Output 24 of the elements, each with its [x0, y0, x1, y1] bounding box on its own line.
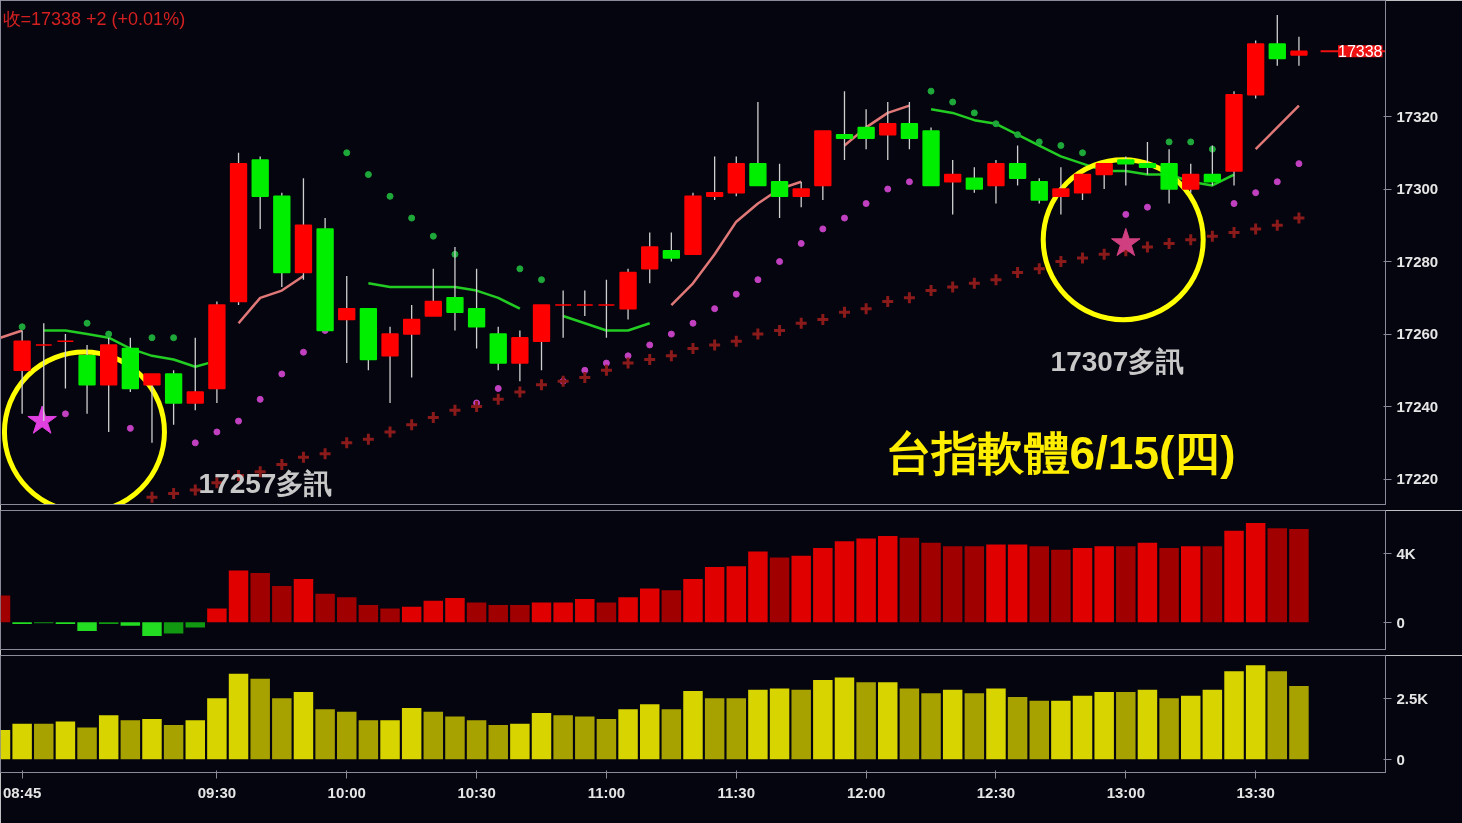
x-tick-label: 10:30: [457, 783, 496, 801]
annotation: 17257多訊: [198, 467, 333, 499]
x-tick-label: 13:30: [1236, 783, 1275, 801]
x-tick-label: 10:00: [327, 783, 366, 801]
y-tick-label: 17220: [1396, 470, 1439, 488]
x-tick-label: 09:30: [197, 783, 237, 801]
y-tick-label: 0: [1396, 750, 1405, 768]
x-tick-label: 12:30: [976, 783, 1016, 801]
y-tick-label: 2.5K: [1396, 689, 1429, 707]
annotation: 收=17338 +2 (+0.01%): [2, 8, 186, 29]
text: 台指軟體6/15(四): [885, 426, 1236, 479]
y-tick-label: 17260: [1396, 325, 1439, 343]
x-tick-label: 13:00: [1106, 783, 1145, 801]
annotation: 17307多訊: [1050, 345, 1185, 377]
x-tick-label: 12:00: [846, 783, 886, 801]
y-tick-label: 4K: [1396, 544, 1416, 562]
y-tick-label: 17240: [1396, 397, 1439, 415]
y-tick-label: 17300: [1396, 180, 1439, 198]
x-tick-label: 11:00: [587, 783, 626, 801]
x-tick-label: 08:45: [2, 783, 42, 801]
y-tick-label: 17320: [1396, 107, 1439, 125]
y-tick-label: 17280: [1396, 252, 1439, 270]
x-tick-label: 11:30: [717, 783, 756, 801]
y-tick-label: 0: [1396, 613, 1405, 631]
